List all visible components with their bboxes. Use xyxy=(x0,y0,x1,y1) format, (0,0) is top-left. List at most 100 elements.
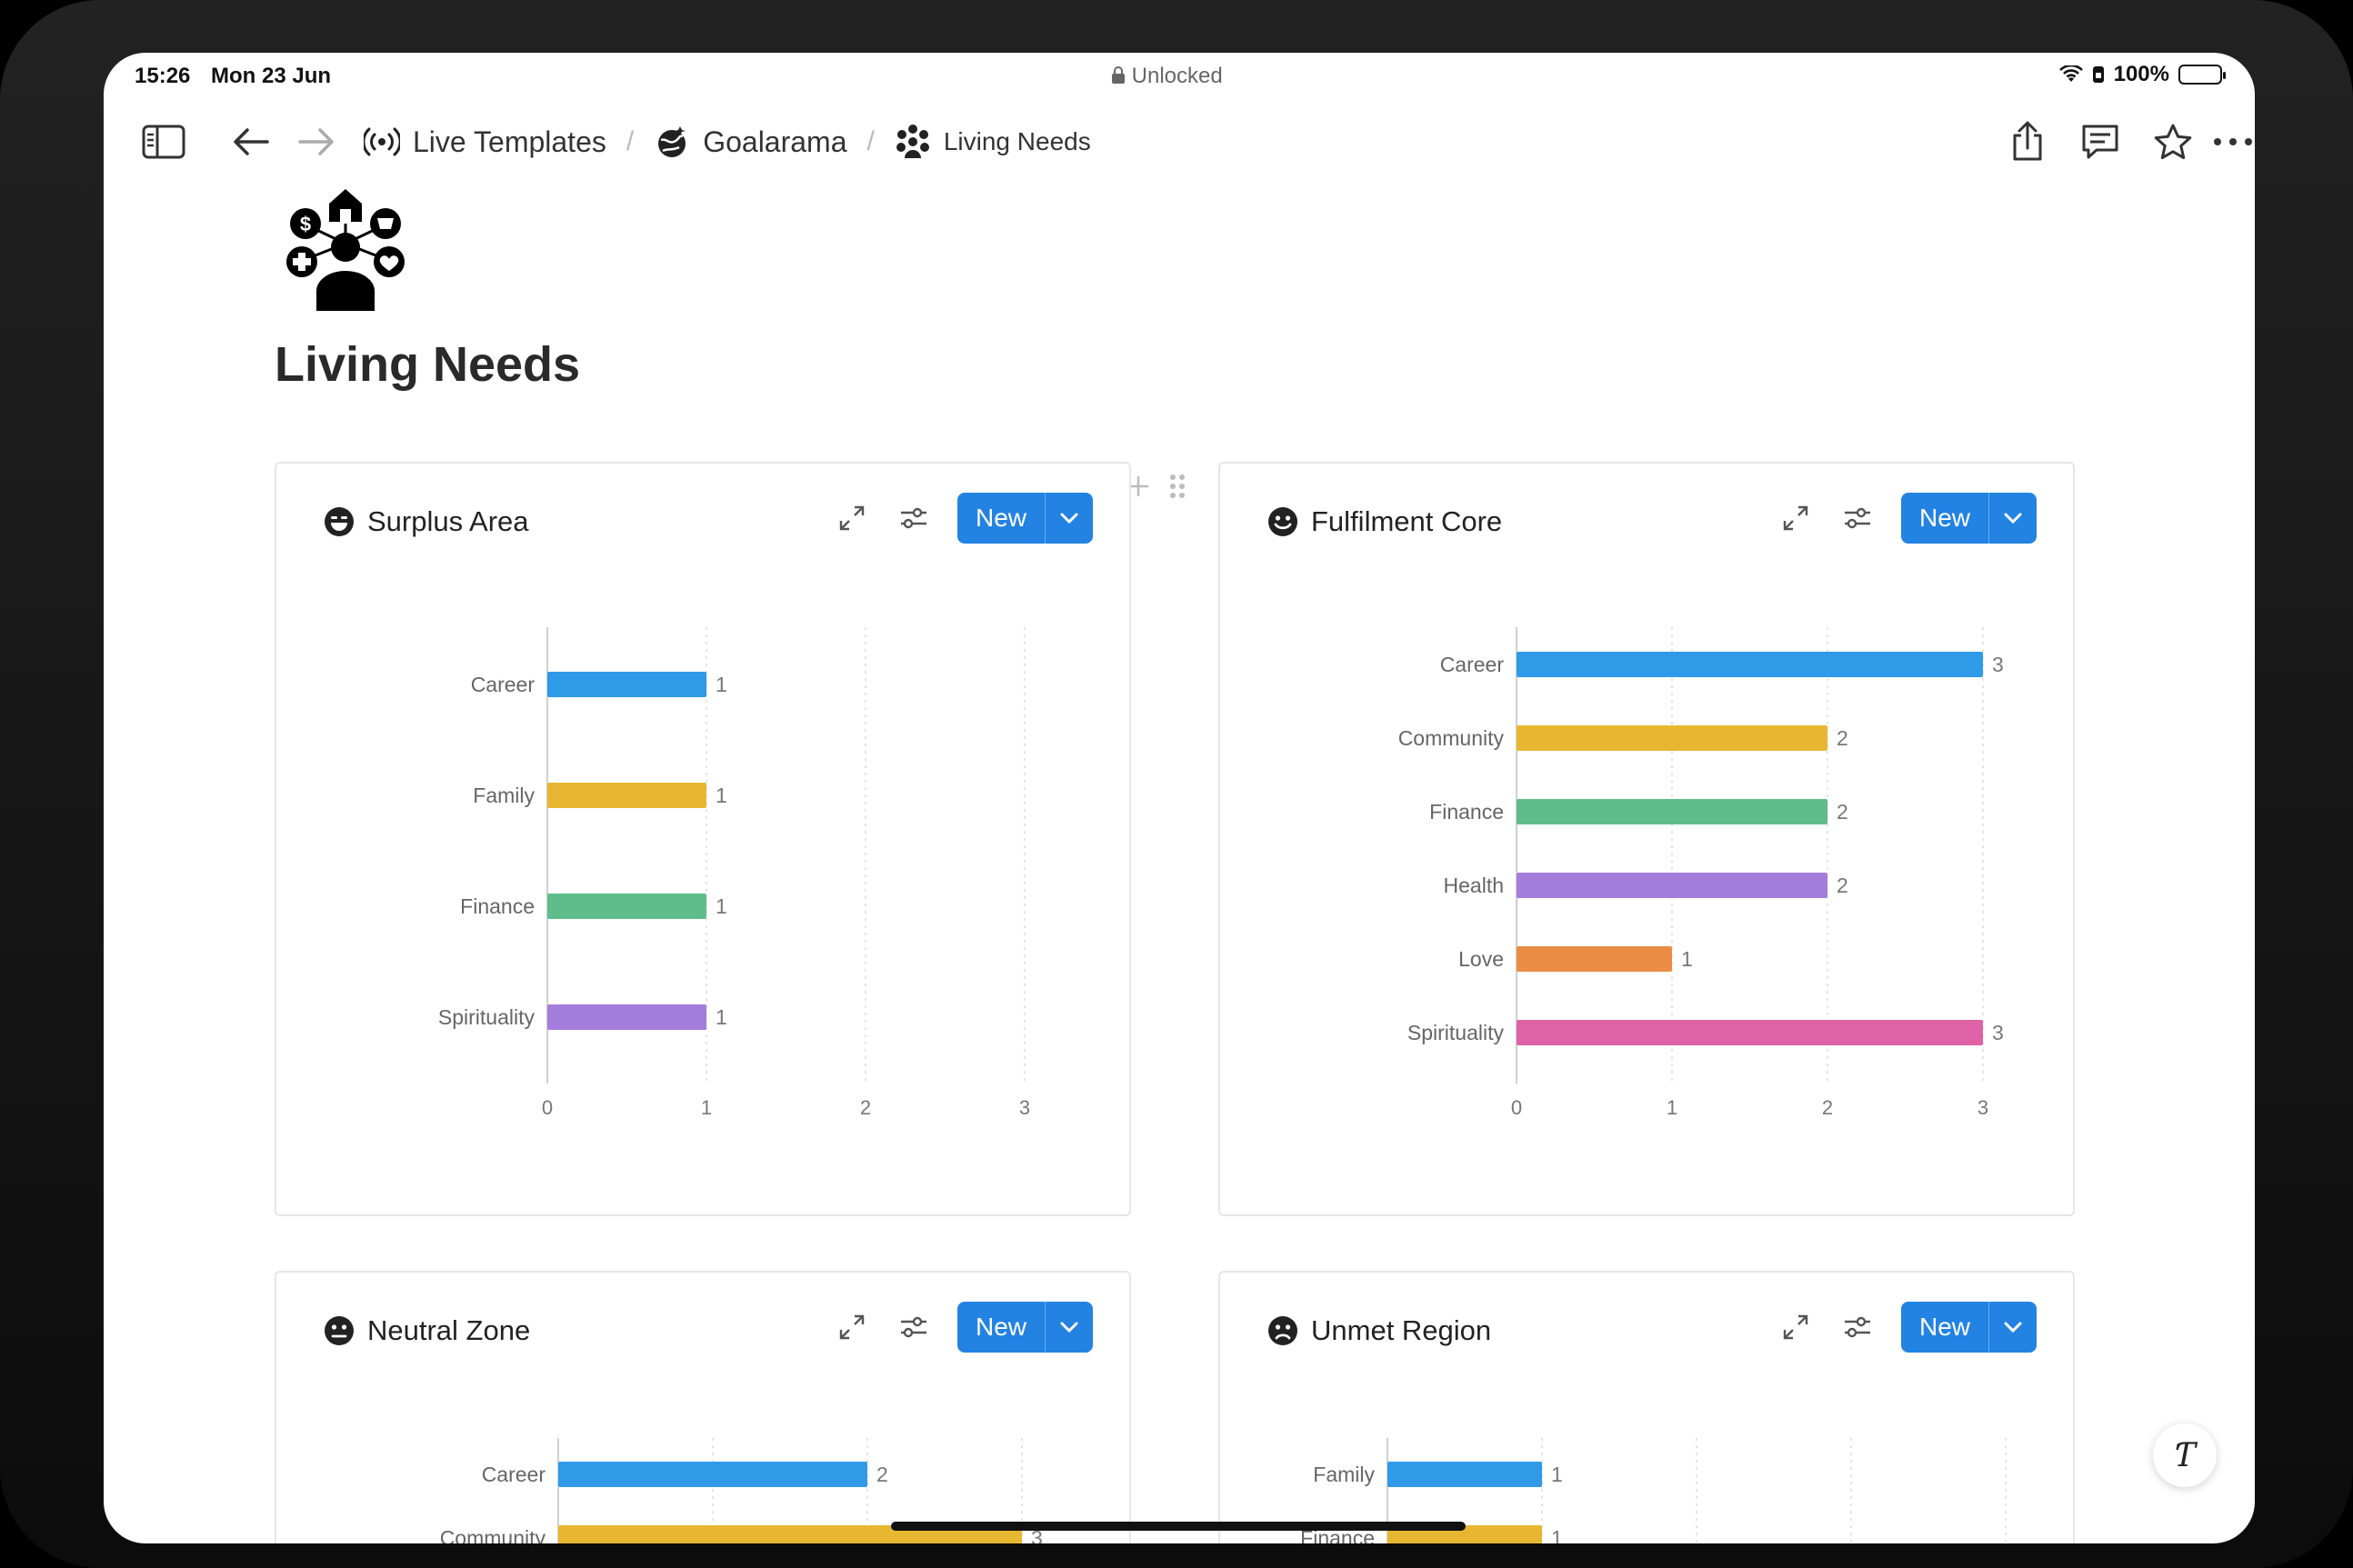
new-button-label[interactable]: New xyxy=(1918,504,1970,532)
new-dropdown-button[interactable] xyxy=(1988,493,2037,544)
drag-handle-icon[interactable] xyxy=(1169,474,1186,499)
more-icon xyxy=(2214,138,2252,145)
lock-icon xyxy=(1112,66,1125,84)
bar xyxy=(547,783,706,808)
chart-settings-button[interactable] xyxy=(896,500,932,536)
new-button-label[interactable]: New xyxy=(975,504,1026,532)
battery-icon xyxy=(2178,65,2226,85)
sliders-icon xyxy=(900,507,926,529)
data-label: 1 xyxy=(1551,1526,1563,1543)
category-label: Career xyxy=(482,1463,546,1486)
data-label: 1 xyxy=(716,1005,727,1029)
card-title[interactable]: Neutral Zone xyxy=(324,1314,530,1347)
screen: 15:26 Mon 23 Jun Unlocked 100% xyxy=(104,53,2255,1543)
bar xyxy=(1517,652,1983,677)
new-dropdown-button[interactable] xyxy=(1045,493,1093,544)
data-label: 1 xyxy=(716,784,727,807)
category-label: Career xyxy=(471,673,536,696)
chart-card-surplus-area: Surplus Area New 01234Career1Family1Fina… xyxy=(275,462,1131,1216)
page-title: Living Needs xyxy=(275,337,581,392)
data-label: 2 xyxy=(1837,726,1848,750)
chart-card-unmet-region: Unmet Region New Family 1 Finance 1 xyxy=(1218,1271,2075,1543)
home-indicator[interactable] xyxy=(891,1522,1466,1531)
expand-button[interactable] xyxy=(834,500,870,536)
new-button-label[interactable]: New xyxy=(1918,1313,1970,1341)
bar xyxy=(547,1004,706,1030)
breadcrumb-label: Goalarama xyxy=(703,125,847,158)
x-tick-label: 1 xyxy=(701,1096,712,1119)
page-icon[interactable]: $ xyxy=(284,187,407,311)
living-needs-icon: $ xyxy=(286,189,405,311)
bar-chart-surplus-area: 01234Career1Family1Finance1Spirituality1 xyxy=(438,627,1030,1119)
bar xyxy=(547,672,706,697)
add-block-icon[interactable] xyxy=(1126,474,1151,499)
card-title[interactable]: Unmet Region xyxy=(1267,1314,1491,1347)
chevron-down-icon xyxy=(2004,513,2022,524)
expand-icon xyxy=(1783,1314,1808,1340)
data-label: 1 xyxy=(1681,947,1693,971)
breadcrumb-item-goalarama[interactable]: Goalarama xyxy=(654,124,847,160)
breadcrumb-separator: / xyxy=(626,126,635,156)
expand-button[interactable] xyxy=(1777,500,1814,536)
expand-button[interactable] xyxy=(1777,1309,1814,1345)
chevron-down-icon xyxy=(1060,1322,1078,1333)
data-label: 2 xyxy=(1837,800,1848,824)
chart-settings-button[interactable] xyxy=(1839,500,1876,536)
card-title-text: Neutral Zone xyxy=(367,1314,531,1346)
orientation-lock-icon xyxy=(2092,66,2104,83)
bar xyxy=(547,894,706,919)
card-title[interactable]: Fulfilment Core xyxy=(1267,505,1502,538)
bar xyxy=(1517,1020,1983,1045)
category-label: Health xyxy=(1444,874,1504,897)
card-title-text: Unmet Region xyxy=(1311,1314,1492,1346)
x-tick-label: 3 xyxy=(1978,1096,1988,1119)
comment-icon xyxy=(2082,125,2118,159)
status-time: 15:26 xyxy=(135,64,191,88)
bar xyxy=(1517,725,1827,751)
sidebar-toggle-button[interactable] xyxy=(138,116,189,167)
people-needs-icon xyxy=(895,124,931,160)
smiling-face-icon xyxy=(1268,507,1297,536)
x-tick-label: 1 xyxy=(1667,1096,1677,1119)
sidebar-icon xyxy=(142,125,185,159)
data-label: 2 xyxy=(1837,874,1848,897)
new-button: New xyxy=(956,493,1093,544)
breadcrumb: Live Templates / Goalarama / Living Need… xyxy=(364,124,1091,160)
navigation-bar: Live Templates / Goalarama / Living Need… xyxy=(104,107,2255,180)
arrow-left-icon xyxy=(234,128,269,155)
category-label: Family xyxy=(473,784,535,807)
card-toolbar: New xyxy=(834,493,1093,544)
card-toolbar: New xyxy=(1777,493,2037,544)
data-label: 3 xyxy=(1992,653,2004,676)
more-options-button[interactable] xyxy=(2208,116,2255,167)
frowning-face-icon xyxy=(1268,1316,1297,1345)
comments-button[interactable] xyxy=(2075,116,2126,167)
ai-assistant-button[interactable]: Ƭ xyxy=(2153,1423,2217,1487)
grinning-face-icon xyxy=(325,507,354,536)
forward-button[interactable] xyxy=(291,116,342,167)
bar xyxy=(1517,799,1827,824)
x-tick-label: 2 xyxy=(1822,1096,1833,1119)
favorite-button[interactable] xyxy=(2148,116,2198,167)
card-title[interactable]: Surplus Area xyxy=(324,505,529,538)
x-tick-label: 3 xyxy=(1019,1096,1030,1119)
chart-settings-button[interactable] xyxy=(896,1309,932,1345)
back-button[interactable] xyxy=(225,116,276,167)
breadcrumb-item-live-templates[interactable]: Live Templates xyxy=(364,124,606,160)
breadcrumb-item-living-needs[interactable]: Living Needs xyxy=(895,124,1091,160)
data-label: 1 xyxy=(716,894,727,918)
new-button-label[interactable]: New xyxy=(975,1313,1026,1341)
broadcast-icon xyxy=(364,124,400,160)
new-dropdown-button[interactable] xyxy=(1988,1302,2037,1353)
x-tick-label: 0 xyxy=(1511,1096,1522,1119)
expand-icon xyxy=(1783,505,1808,531)
category-label: Community xyxy=(440,1526,546,1543)
new-button: New xyxy=(1900,493,2037,544)
lock-status: Unlocked xyxy=(1111,64,1223,89)
expand-button[interactable] xyxy=(834,1309,870,1345)
new-dropdown-button[interactable] xyxy=(1045,1302,1093,1353)
bar-chart-fulfilment-core: 01234Career3Community2Finance2Health2Lov… xyxy=(1398,627,2004,1119)
share-button[interactable] xyxy=(2002,116,2053,167)
wifi-icon xyxy=(2058,65,2083,82)
chart-settings-button[interactable] xyxy=(1839,1309,1876,1345)
